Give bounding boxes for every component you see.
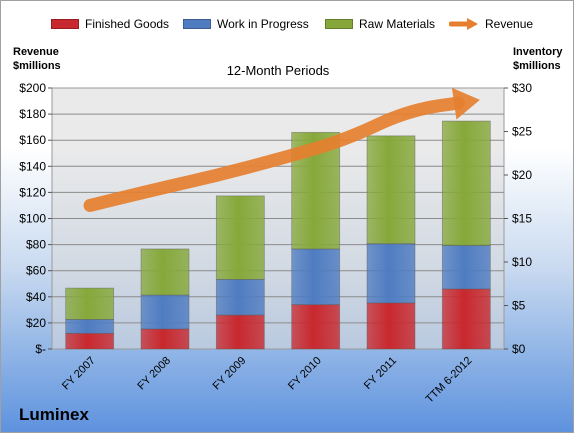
left-tick-label: $60 <box>26 264 46 278</box>
bar-work-in-progress <box>215 278 265 316</box>
legend-label-finished-goods: Finished Goods <box>85 17 170 31</box>
category-label: FY 2011 <box>362 355 399 392</box>
legend-item-raw-materials: Raw Materials <box>325 15 435 33</box>
bar-finished-goods <box>65 332 115 350</box>
left-axis-title: Revenue $millions <box>13 46 61 72</box>
bar-work-in-progress <box>65 319 115 334</box>
bar-raw-materials <box>366 135 416 245</box>
left-tick-label: $20 <box>26 316 46 330</box>
bar-work-in-progress <box>140 294 190 330</box>
right-tick-label: $20 <box>512 168 532 182</box>
category-label: FY 2009 <box>211 355 249 393</box>
legend: Finished Goods Work in Progress Raw Mate… <box>1 15 574 33</box>
bar-finished-goods <box>140 328 190 350</box>
left-tick-label: $- <box>35 342 46 356</box>
legend-item-finished-goods: Finished Goods <box>51 15 169 33</box>
bar-work-in-progress <box>291 248 341 306</box>
company-name: Luminex <box>19 405 89 424</box>
legend-swatch-raw-materials <box>325 19 353 29</box>
right-tick-label: $25 <box>512 125 532 139</box>
left-tick-label: $120 <box>19 185 46 199</box>
legend-item-work-in-progress: Work in Progress <box>183 15 309 33</box>
left-tick-label: $100 <box>19 212 46 226</box>
chart-title: 12-Month Periods <box>227 63 330 78</box>
legend-label-raw-materials: Raw Materials <box>359 17 436 31</box>
bar-work-in-progress <box>441 245 491 290</box>
legend-item-revenue: Revenue <box>449 15 533 33</box>
legend-label-revenue: Revenue <box>485 17 534 31</box>
bar-raw-materials <box>65 287 115 320</box>
right-tick-label: $10 <box>512 255 532 269</box>
left-tick-label: $140 <box>19 159 46 173</box>
right-axis-title: Inventory $millions <box>513 46 563 72</box>
bar-finished-goods <box>215 314 265 350</box>
bar-finished-goods <box>366 302 416 350</box>
left-tick-label: $160 <box>19 133 46 147</box>
bar-raw-materials <box>215 195 265 280</box>
right-tick-label: $15 <box>512 212 532 226</box>
legend-swatch-finished-goods <box>51 19 79 29</box>
bar-raw-materials <box>441 120 491 246</box>
left-tick-label: $80 <box>26 238 46 252</box>
category-label: TTM 6-2012 <box>424 355 475 406</box>
left-tick-label: $40 <box>26 290 46 304</box>
left-tick-label: $200 <box>19 81 46 95</box>
category-label: FY 2008 <box>135 355 173 393</box>
legend-arrow-icon <box>449 18 478 30</box>
legend-swatch-work-in-progress <box>183 19 211 29</box>
right-tick-label: $5 <box>512 299 526 313</box>
bar-work-in-progress <box>366 243 416 304</box>
bar-raw-materials <box>140 248 190 296</box>
right-tick-label: $0 <box>512 342 526 356</box>
left-tick-label: $180 <box>19 107 46 121</box>
category-label: FY 2007 <box>60 355 98 393</box>
right-tick-label: $30 <box>512 81 532 95</box>
revenue-line <box>83 96 465 212</box>
legend-label-work-in-progress: Work in Progress <box>217 17 309 31</box>
category-label: FY 2010 <box>286 355 324 393</box>
bar-finished-goods <box>441 288 491 350</box>
revenue-arrowhead <box>451 87 480 120</box>
bar-finished-goods <box>291 304 341 350</box>
